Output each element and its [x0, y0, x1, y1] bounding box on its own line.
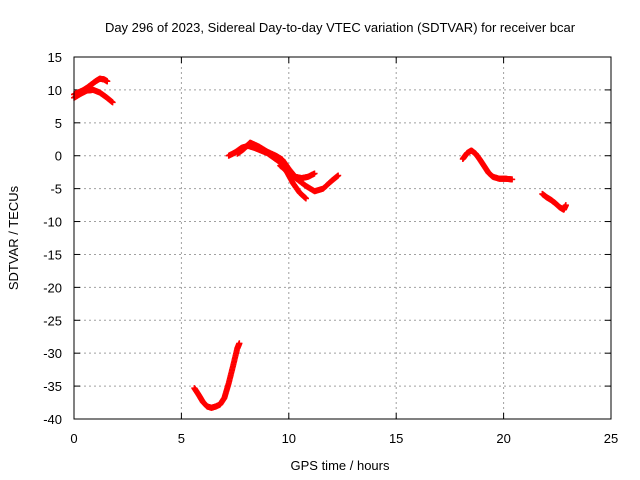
- plot-frame: [73, 56, 612, 420]
- y-tick-label: -35: [43, 379, 62, 394]
- chart-title: Day 296 of 2023, Sidereal Day-to-day VTE…: [105, 20, 576, 35]
- data-points: [71, 75, 569, 411]
- data-point: [335, 172, 342, 179]
- x-tick-label: 15: [389, 431, 403, 446]
- x-tick-label: 0: [70, 431, 77, 446]
- y-tick-label: -20: [43, 280, 62, 295]
- series-arc5: [539, 190, 569, 213]
- y-axis-label: SDTVAR / TECUs: [6, 185, 21, 290]
- grid-lines: [74, 57, 611, 419]
- y-tick-label: 15: [48, 50, 62, 65]
- data-point: [509, 176, 516, 183]
- y-tick-label: 10: [48, 83, 62, 98]
- y-tick-label: -10: [43, 215, 62, 230]
- axis-ticks: [73, 56, 612, 420]
- data-point: [311, 170, 318, 177]
- y-tick-label: -5: [50, 182, 62, 197]
- data-point: [104, 78, 111, 85]
- x-tick-label: 10: [282, 431, 296, 446]
- y-tick-label: -25: [43, 313, 62, 328]
- x-tick-label: 5: [178, 431, 185, 446]
- data-point: [562, 202, 569, 209]
- y-tick-label: 0: [55, 149, 62, 164]
- series-arc2c: [277, 162, 342, 195]
- x-tick-label: 20: [496, 431, 510, 446]
- y-tick-label: 5: [55, 116, 62, 131]
- y-tick-label: -40: [43, 412, 62, 427]
- series-arc4: [459, 147, 516, 183]
- y-tick-labels: 15 10 5 0 -5 -10 -15 -20 -25 -30 -35 -40: [43, 50, 62, 427]
- series-arc1b: [71, 75, 111, 98]
- y-tick-label: -15: [43, 247, 62, 262]
- y-tick-label: -30: [43, 346, 62, 361]
- x-axis-label: GPS time / hours: [291, 458, 390, 473]
- x-tick-label: 25: [604, 431, 618, 446]
- series-arc3: [191, 340, 243, 411]
- data-point: [109, 99, 116, 106]
- x-tick-labels: 0 5 10 15 20 25: [70, 431, 618, 446]
- data-point: [236, 340, 243, 347]
- data-point: [302, 195, 309, 202]
